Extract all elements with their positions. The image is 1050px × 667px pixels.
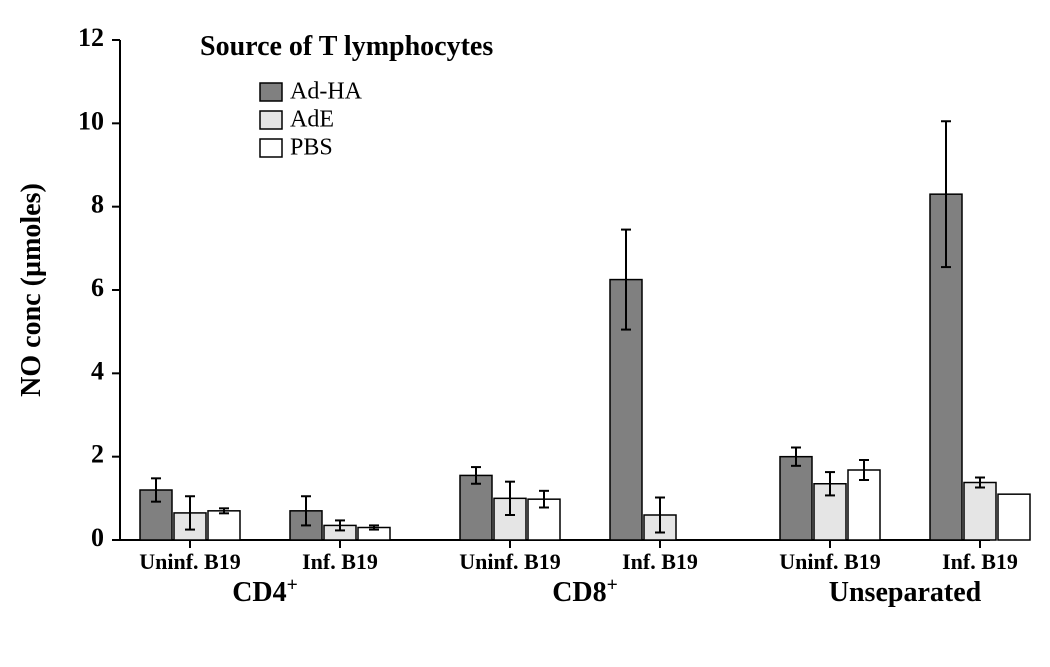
y-tick-label: 12 <box>78 23 104 52</box>
bar <box>964 483 996 541</box>
y-tick-label: 6 <box>91 273 104 302</box>
bar <box>780 457 812 540</box>
legend-swatch <box>260 139 282 157</box>
bar <box>460 475 492 540</box>
x-sub-label: Uninf. B19 <box>779 549 880 574</box>
y-tick-label: 4 <box>91 356 104 385</box>
bar <box>208 511 240 540</box>
chart-container: 0 2 4 6 8 10 12 NO conc (µmoles) Uninf. B19 Inf. … <box>0 0 1050 667</box>
legend-label: Ad-HA <box>290 78 363 104</box>
y-tick-label: 0 <box>91 523 104 552</box>
x-sub-label: Inf. B19 <box>622 549 698 574</box>
legend-swatch <box>260 83 282 101</box>
y-tick-label: 2 <box>91 440 104 469</box>
y-tick-label: 10 <box>78 106 104 135</box>
legend-label: PBS <box>290 134 333 160</box>
x-group-label: Unseparated <box>829 577 982 608</box>
x-sub-label: Uninf. B19 <box>139 549 240 574</box>
x-sub-label: Inf. B19 <box>302 549 378 574</box>
bar <box>998 494 1030 540</box>
x-sub-label: Inf. B19 <box>942 549 1018 574</box>
legend-swatch <box>260 111 282 129</box>
legend-label: AdE <box>290 106 334 132</box>
y-axis-label: NO conc (µmoles) <box>16 183 47 397</box>
legend-title: Source of T lymphocytes <box>200 31 493 62</box>
y-tick-label: 8 <box>91 190 104 219</box>
bar-chart: 0 2 4 6 8 10 12 NO conc (µmoles) Uninf. B19 Inf. … <box>0 0 1050 667</box>
x-sub-label: Uninf. B19 <box>459 549 560 574</box>
